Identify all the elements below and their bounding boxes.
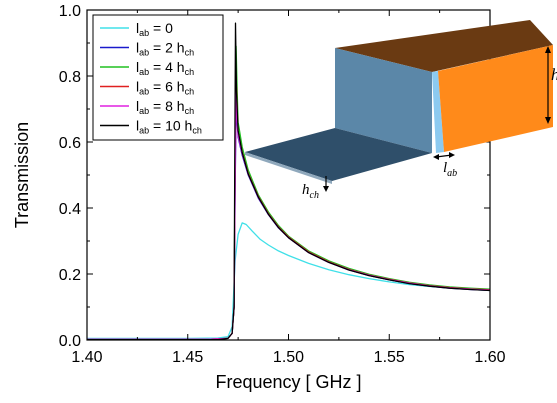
plot-area: 1.40 1.45 1.50 1.55 1.60 0.0 0.2 0.4 0.6 0.8 1.0 Fr…	[12, 3, 506, 392]
inset-lab-arrowhead-left	[433, 154, 439, 160]
y-tick-label: 0.4	[59, 201, 81, 218]
legend-label-3: lab = 6 hch	[136, 79, 194, 97]
inset-right-face	[438, 45, 553, 152]
legend-label-0: lab = 0	[136, 20, 173, 38]
y-tick-label: 0.8	[59, 69, 81, 86]
legend-label-5: lab = 10 hch	[136, 118, 202, 136]
legend-box	[92, 14, 224, 141]
inset-left-face	[335, 48, 432, 153]
legend-label-4: lab = 8 hch	[136, 98, 194, 116]
geometry-inset: h hch lab	[245, 20, 557, 201]
series-line-0	[87, 222, 491, 340]
x-tick-label: 1.50	[273, 349, 304, 366]
x-tick-label: 1.40	[71, 349, 102, 366]
inset-h-arrowhead-bottom	[545, 117, 551, 124]
x-axis-title: Frequency [ GHz ]	[215, 372, 361, 392]
inset-label-lab: lab	[443, 160, 457, 179]
x-tick-label: 1.45	[172, 349, 203, 366]
inset-base-plate	[245, 128, 432, 181]
x-tick-label: 1.60	[474, 349, 505, 366]
y-tick-label: 1.0	[59, 3, 81, 20]
inset-hch-arrowhead	[323, 186, 329, 192]
inset-label-hch: hch	[302, 182, 319, 201]
inset-label-h: h	[551, 65, 557, 84]
y-axis-title: Transmission	[12, 122, 32, 228]
y-tick-label: 0.0	[59, 333, 81, 350]
y-tick-label: 0.2	[59, 267, 81, 284]
y-tick-label: 0.6	[59, 135, 81, 152]
inset-h-arrowhead-top	[545, 46, 551, 53]
inset-plate-edge	[245, 152, 332, 184]
inset-top-face	[335, 20, 553, 72]
inset-lab-arrowhead-right	[449, 152, 455, 158]
x-tick-label: 1.55	[374, 349, 405, 366]
inset-gap-face	[432, 71, 444, 153]
legend-label-2: lab = 4 hch	[136, 59, 194, 77]
legend-label-1: lab = 2 hch	[136, 40, 194, 58]
series-line-5	[87, 22, 491, 341]
